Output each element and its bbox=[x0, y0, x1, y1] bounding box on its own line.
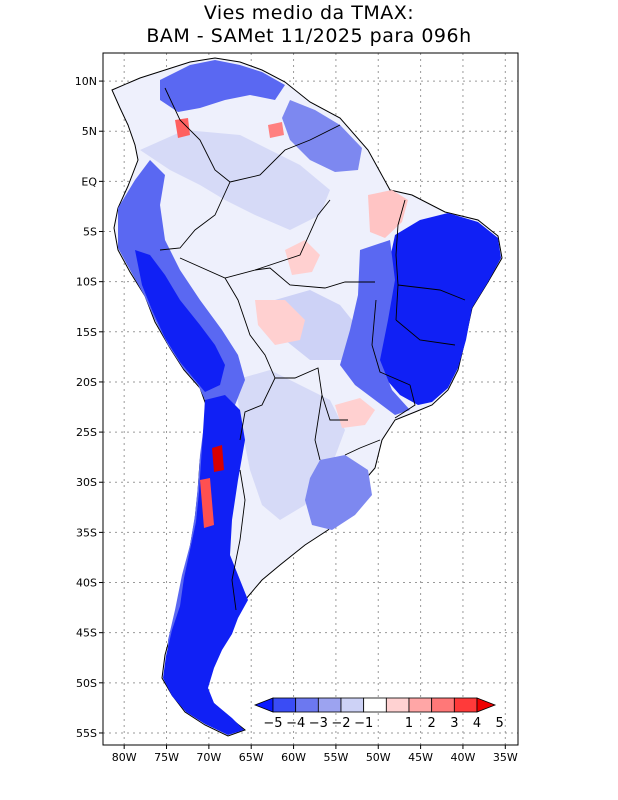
patagonia-strong-blue bbox=[163, 395, 248, 735]
guiana-blue bbox=[282, 100, 362, 172]
country-borders bbox=[159, 87, 466, 611]
northeast-brazil-strong-blue bbox=[372, 213, 501, 405]
lat-tick-label: 5S bbox=[83, 226, 97, 239]
lon-tick-label: 80W bbox=[112, 751, 137, 764]
colorbar-label: −3 bbox=[309, 716, 328, 731]
colorbar-label: −4 bbox=[286, 716, 305, 731]
pale-blue-area-chaco bbox=[275, 290, 360, 360]
colorbar-box bbox=[408, 697, 433, 713]
map-title-line1: Vies medio da TMAX: bbox=[203, 2, 415, 24]
colorbar-label: −2 bbox=[331, 716, 350, 731]
lon-tick-label: 45W bbox=[408, 751, 433, 764]
mato-grosso-red-patch bbox=[255, 300, 305, 345]
lon-tick-label: 55W bbox=[323, 751, 348, 764]
longitude-labels: 80W 75W 70W 65W 60W 55W 50W 45W 40W 35W bbox=[112, 745, 518, 764]
colorbar-box bbox=[453, 697, 478, 713]
caribbean-coast-blue bbox=[160, 60, 285, 112]
colorbar: −5 −4 −3 −2 −1 1 2 3 4 5 bbox=[253, 697, 504, 731]
andes-red-streak-2 bbox=[200, 478, 214, 528]
lon-tick-label: 60W bbox=[281, 751, 306, 764]
uruguay-blue bbox=[305, 455, 372, 530]
lon-tick-label: 70W bbox=[196, 751, 221, 764]
lat-tick-label: 15S bbox=[76, 326, 97, 339]
colorbar-label: −1 bbox=[354, 716, 373, 731]
colorbar-box bbox=[363, 697, 387, 713]
colorbar-label: 4 bbox=[473, 716, 481, 731]
central-red-patch bbox=[285, 240, 320, 275]
parana-red-patch bbox=[335, 398, 375, 428]
colorbar-right-arrow bbox=[476, 697, 497, 713]
lat-tick-label: 30S bbox=[76, 476, 97, 489]
colorbar-label: 3 bbox=[450, 716, 458, 731]
map-frame bbox=[102, 52, 519, 746]
northeast-brazil-mid-blue bbox=[340, 240, 410, 415]
lat-tick-label: 10S bbox=[76, 276, 97, 289]
lat-tick-label: 40S bbox=[76, 577, 97, 590]
latitude-labels: 10N 5N EQ 5S 10S 15S 20S 25S 30S 35S 40S 45S 50S 55S bbox=[75, 75, 103, 740]
lon-tick-label: 75W bbox=[154, 751, 179, 764]
colorbar-label: 2 bbox=[428, 716, 436, 731]
lat-tick-label: EQ bbox=[81, 175, 97, 188]
colorbar-box bbox=[340, 697, 365, 713]
colorbar-box bbox=[317, 697, 342, 713]
lat-tick-label: 45S bbox=[76, 627, 97, 640]
lat-tick-label: 55S bbox=[76, 727, 97, 740]
colorbar-box bbox=[431, 697, 455, 713]
lat-tick-label: 25S bbox=[76, 426, 97, 439]
lon-tick-label: 40W bbox=[451, 751, 476, 764]
lon-tick-label: 65W bbox=[239, 751, 264, 764]
continent-field bbox=[111, 57, 503, 737]
colorbar-box bbox=[385, 697, 410, 713]
lon-tick-label: 35W bbox=[493, 751, 518, 764]
lat-tick-label: 50S bbox=[76, 677, 97, 690]
lat-tick-label: 10N bbox=[75, 75, 97, 88]
lat-tick-label: 35S bbox=[76, 526, 97, 539]
lon-tick-label: 50W bbox=[366, 751, 391, 764]
north-andes-strong-blue bbox=[135, 250, 225, 392]
northeast-red-patch bbox=[368, 190, 408, 238]
colorbar-label: −5 bbox=[263, 716, 282, 731]
map-title-line2: BAM - SAMet 11/2025 para 096h bbox=[146, 25, 472, 47]
colorbar-label: 1 bbox=[405, 716, 413, 731]
andes-red-streak-1 bbox=[212, 445, 224, 472]
lat-tick-label: 20S bbox=[76, 376, 97, 389]
andes-red-streak-3 bbox=[175, 118, 190, 138]
colorbar-label: 5 bbox=[496, 716, 504, 731]
pale-blue-area-north bbox=[140, 130, 330, 230]
colorbar-box bbox=[295, 697, 319, 713]
colorbar-box bbox=[272, 697, 297, 713]
andes-red-streak-4 bbox=[268, 122, 284, 138]
lat-tick-label: 5N bbox=[82, 125, 97, 138]
